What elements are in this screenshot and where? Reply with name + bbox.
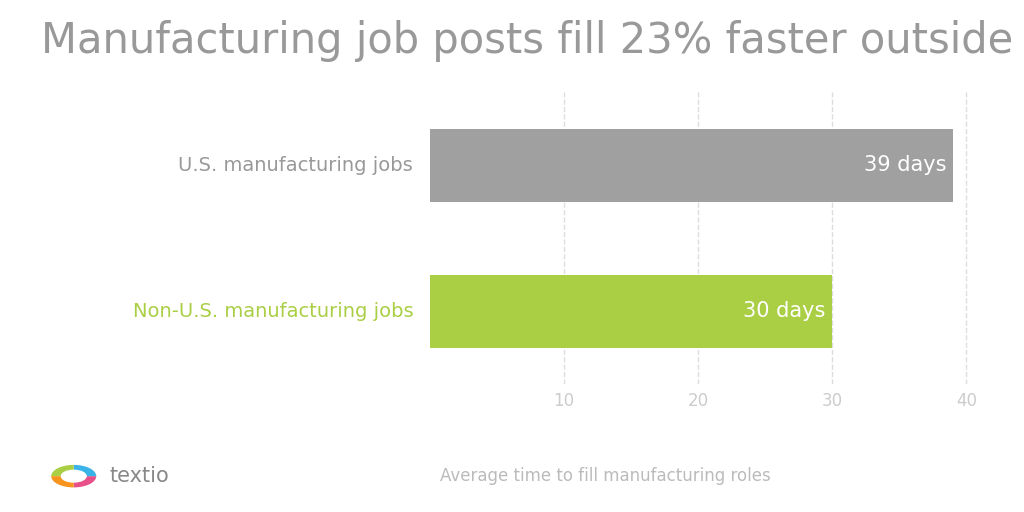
Bar <box>430 129 953 202</box>
Text: 30 days: 30 days <box>743 301 825 321</box>
Text: Manufacturing job posts fill 23% faster outside of the U.S.: Manufacturing job posts fill 23% faster … <box>41 20 1024 62</box>
Bar <box>430 274 833 348</box>
Text: Non-U.S. manufacturing jobs: Non-U.S. manufacturing jobs <box>132 302 413 321</box>
Text: 39 days: 39 days <box>864 155 946 175</box>
Text: U.S. manufacturing jobs: U.S. manufacturing jobs <box>178 156 413 175</box>
Text: Average time to fill manufacturing roles: Average time to fill manufacturing roles <box>440 467 771 485</box>
Text: textio: textio <box>110 466 169 486</box>
